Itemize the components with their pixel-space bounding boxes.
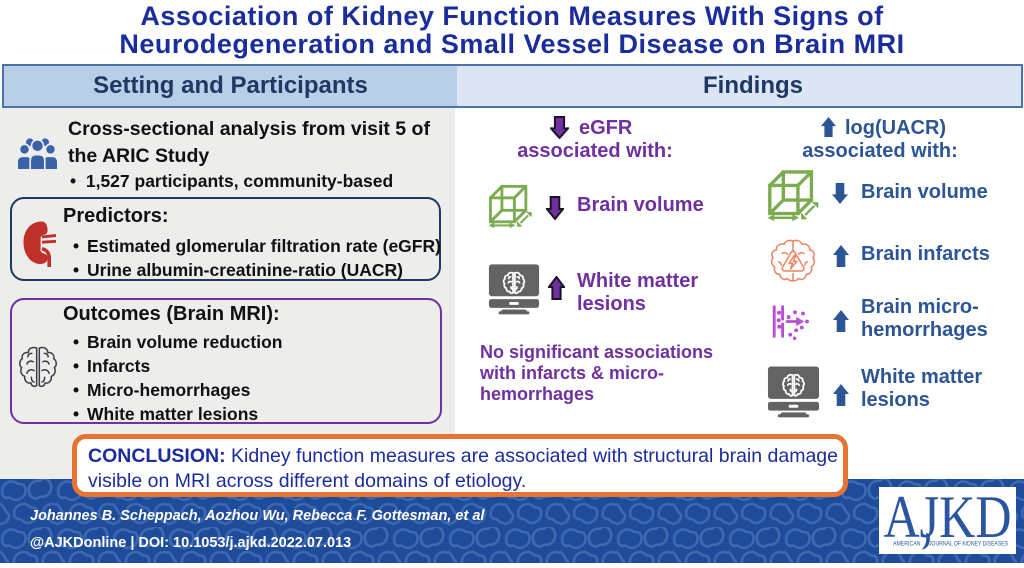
svg-text:JOURNAL OF KIDNEY DISEASES: JOURNAL OF KIDNEY DISEASES [929,541,1008,548]
svg-text:AJKD: AJKD [884,487,1012,550]
svg-text:AMERICAN: AMERICAN [893,541,921,548]
